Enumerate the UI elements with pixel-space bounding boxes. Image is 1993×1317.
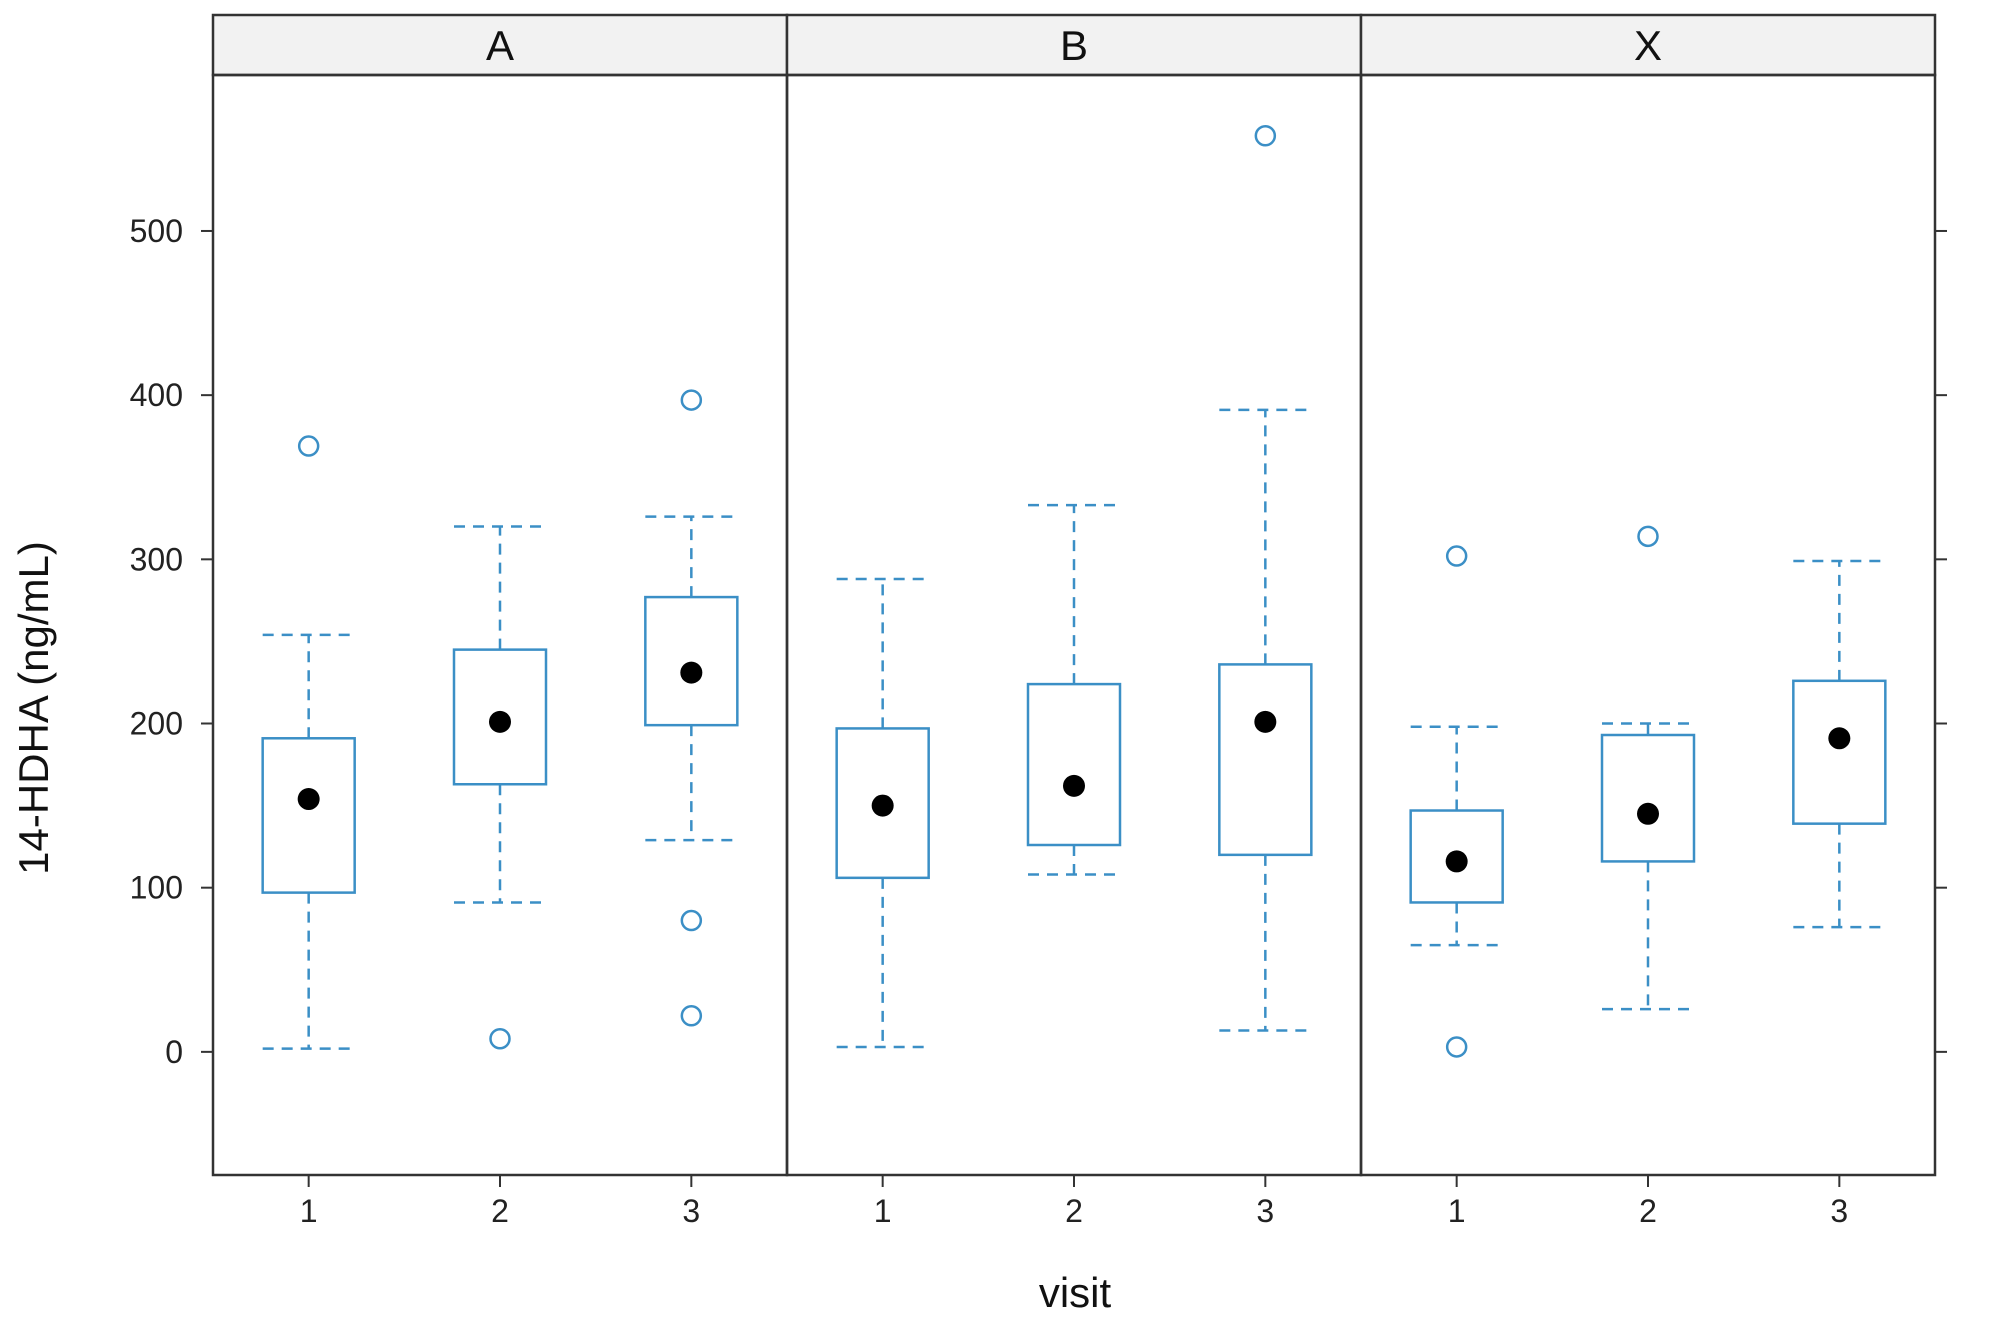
strip-label-a: A (486, 22, 514, 69)
strip-label-b: B (1060, 22, 1088, 69)
y-tick-label-300: 300 (130, 541, 183, 577)
y-tick-label-0: 0 (165, 1034, 183, 1070)
outlier-a-visit-3-1 (680, 389, 703, 411)
x-tick-label-a-visit-2: 2 (491, 1193, 509, 1229)
y-tick-label-500: 500 (130, 213, 183, 249)
outlier-x-visit-2-1 (1637, 525, 1659, 548)
x-tick-label-b-visit-2: 2 (1065, 1193, 1083, 1229)
x-tick-label-x-visit-1: 1 (1448, 1193, 1466, 1229)
median-dot-x-visit-3 (1828, 727, 1851, 750)
box-b-visit-2 (1026, 682, 1122, 847)
outlier-x-visit-1-1 (1445, 545, 1468, 567)
x-tick-label-b-visit-1: 1 (874, 1193, 892, 1229)
y-tick-label-200: 200 (130, 706, 183, 742)
strip-background-a (211, 13, 789, 77)
median-dot-b-visit-3 (1254, 710, 1277, 733)
outlier-a-visit-2-1 (489, 1027, 511, 1050)
median-dot-a-visit-3 (680, 661, 703, 684)
y-tick-label-100: 100 (130, 870, 183, 906)
outlier-a-visit-3-3 (680, 1004, 703, 1027)
x-axis-title: visit (1039, 1269, 1112, 1316)
median-dot-x-visit-1 (1445, 850, 1468, 873)
box-b-visit-3 (1218, 663, 1313, 857)
box-a-visit-3 (644, 595, 739, 727)
axis-layer: 1 2 3 1 2 3 1 2 3 0 100 200 300 400 500 (130, 213, 1947, 1229)
outlier-a-visit-1-1 (297, 435, 320, 457)
box-a-visit-1 (261, 737, 356, 894)
median-dot-b-visit-1 (871, 794, 894, 817)
median-dot-a-visit-1 (297, 788, 320, 811)
outlier-x-visit-1-2 (1445, 1036, 1468, 1058)
y-tick-label-400: 400 (130, 377, 183, 413)
outlier-a-visit-3-2 (680, 909, 703, 932)
x-tick-label-x-visit-2: 2 (1639, 1193, 1657, 1229)
x-tick-label-b-visit-3: 3 (1256, 1193, 1274, 1229)
y-axis-title: 14-HDHA (ng/mL) (10, 541, 57, 875)
x-tick-label-a-visit-1: 1 (300, 1193, 318, 1229)
median-dot-a-visit-2 (489, 710, 511, 733)
median-dot-b-visit-2 (1063, 774, 1085, 797)
x-tick-label-a-visit-3: 3 (682, 1193, 700, 1229)
median-dot-x-visit-2 (1637, 802, 1659, 825)
x-tick-label-x-visit-3: 3 (1830, 1193, 1848, 1229)
mark-layer (261, 124, 1887, 1058)
box-x-visit-3 (1792, 679, 1887, 825)
strip-background-b (785, 13, 1363, 77)
strip-label-x: X (1634, 22, 1662, 69)
box-x-visit-2 (1600, 733, 1696, 863)
outlier-b-visit-3-1 (1254, 124, 1277, 147)
